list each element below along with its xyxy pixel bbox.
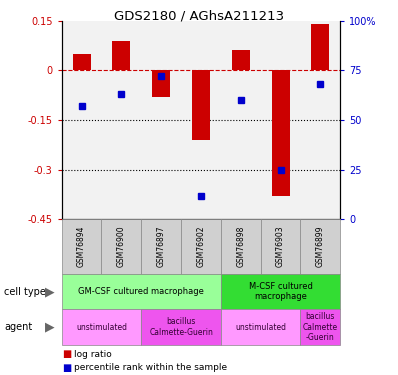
Text: GSM76903: GSM76903	[276, 226, 285, 267]
Bar	[192, 70, 210, 140]
Text: bacillus
Calmette
-Guerin: bacillus Calmette -Guerin	[303, 312, 338, 342]
Text: percentile rank within the sample: percentile rank within the sample	[74, 363, 227, 372]
Text: GSM76894: GSM76894	[77, 226, 86, 267]
Bar	[232, 51, 250, 70]
Bar	[272, 70, 290, 196]
Text: unstimulated: unstimulated	[235, 322, 286, 332]
Bar	[152, 70, 170, 97]
Text: ■: ■	[62, 363, 71, 372]
Text: GSM76900: GSM76900	[117, 226, 126, 267]
Text: bacillus
Calmette-Guerin: bacillus Calmette-Guerin	[149, 318, 213, 337]
Text: ■: ■	[62, 350, 71, 359]
Text: GSM76897: GSM76897	[157, 226, 166, 267]
Text: log ratio: log ratio	[74, 350, 111, 359]
Text: unstimulated: unstimulated	[76, 322, 127, 332]
Bar	[113, 40, 131, 70]
Text: GDS2180 / AGhsA211213: GDS2180 / AGhsA211213	[114, 9, 284, 22]
Bar	[312, 24, 330, 70]
Text: cell type: cell type	[4, 286, 46, 297]
Text: GSM76899: GSM76899	[316, 226, 325, 267]
Text: GSM76898: GSM76898	[236, 226, 245, 267]
Text: M-CSF cultured
macrophage: M-CSF cultured macrophage	[249, 282, 312, 301]
Text: ▶: ▶	[45, 285, 55, 298]
Text: ▶: ▶	[45, 321, 55, 334]
Text: GSM76902: GSM76902	[197, 226, 205, 267]
Text: agent: agent	[4, 322, 32, 332]
Text: GM-CSF cultured macrophage: GM-CSF cultured macrophage	[78, 287, 204, 296]
Bar	[73, 54, 91, 70]
